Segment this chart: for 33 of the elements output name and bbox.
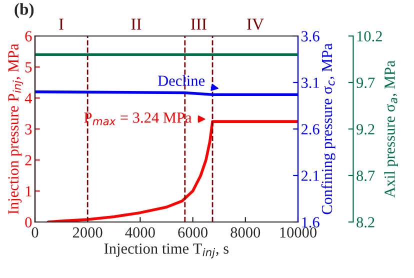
y-tick-label: 6 xyxy=(25,31,32,42)
y-tick-label: 5 xyxy=(25,62,32,72)
y2-tick-label: 2.1 xyxy=(301,170,319,182)
y-tick-label: 4 xyxy=(24,93,32,104)
text: III xyxy=(190,18,206,30)
y-tick-label: 1 xyxy=(26,186,32,196)
y-tick-label: 0 xyxy=(25,217,32,228)
text: IV xyxy=(247,18,264,30)
y2-tick-label: 3.6 xyxy=(302,31,320,42)
y-axis-title: Injection pressure P$_{inj}$, MPa xyxy=(8,44,24,214)
x-tick-label: 6000 xyxy=(178,227,208,238)
x-axis-title: Injection time T$_{inj}$, s xyxy=(104,243,229,258)
x-tick-label: 8000 xyxy=(230,227,260,238)
y3-tick-label: 9.2 xyxy=(356,124,374,135)
x-tick-label: 10000 xyxy=(280,227,317,238)
y2-tick-label: 3.1 xyxy=(302,78,319,88)
x-tick-label: 2000 xyxy=(72,227,102,238)
y3-tick-label: 9.7 xyxy=(356,78,375,88)
y-tick-label: 3 xyxy=(25,124,32,134)
annotation: P$_{max}$ = 3.24 MPa xyxy=(84,112,192,126)
y2-tick-label: 2.6 xyxy=(301,124,320,135)
y-tick-label: 2 xyxy=(25,155,32,166)
text: I xyxy=(59,18,64,30)
x-tick-label: 4000 xyxy=(125,227,155,238)
y3-tick-label: 8.7 xyxy=(356,170,375,182)
y3-axis-title: Axil pressure σ$_{a}$, MPa xyxy=(384,60,398,198)
text: II xyxy=(131,18,142,30)
y2-tick-label: 1.6 xyxy=(302,217,320,228)
y3-tick-label: 10.2 xyxy=(357,31,382,42)
y3-tick-label: 8.2 xyxy=(356,217,374,228)
annotation: Decline xyxy=(158,75,205,86)
chart-title: (b) xyxy=(14,3,34,18)
y2-axis-title: Confining pressure σ$_{c}$, MPa xyxy=(321,43,336,214)
